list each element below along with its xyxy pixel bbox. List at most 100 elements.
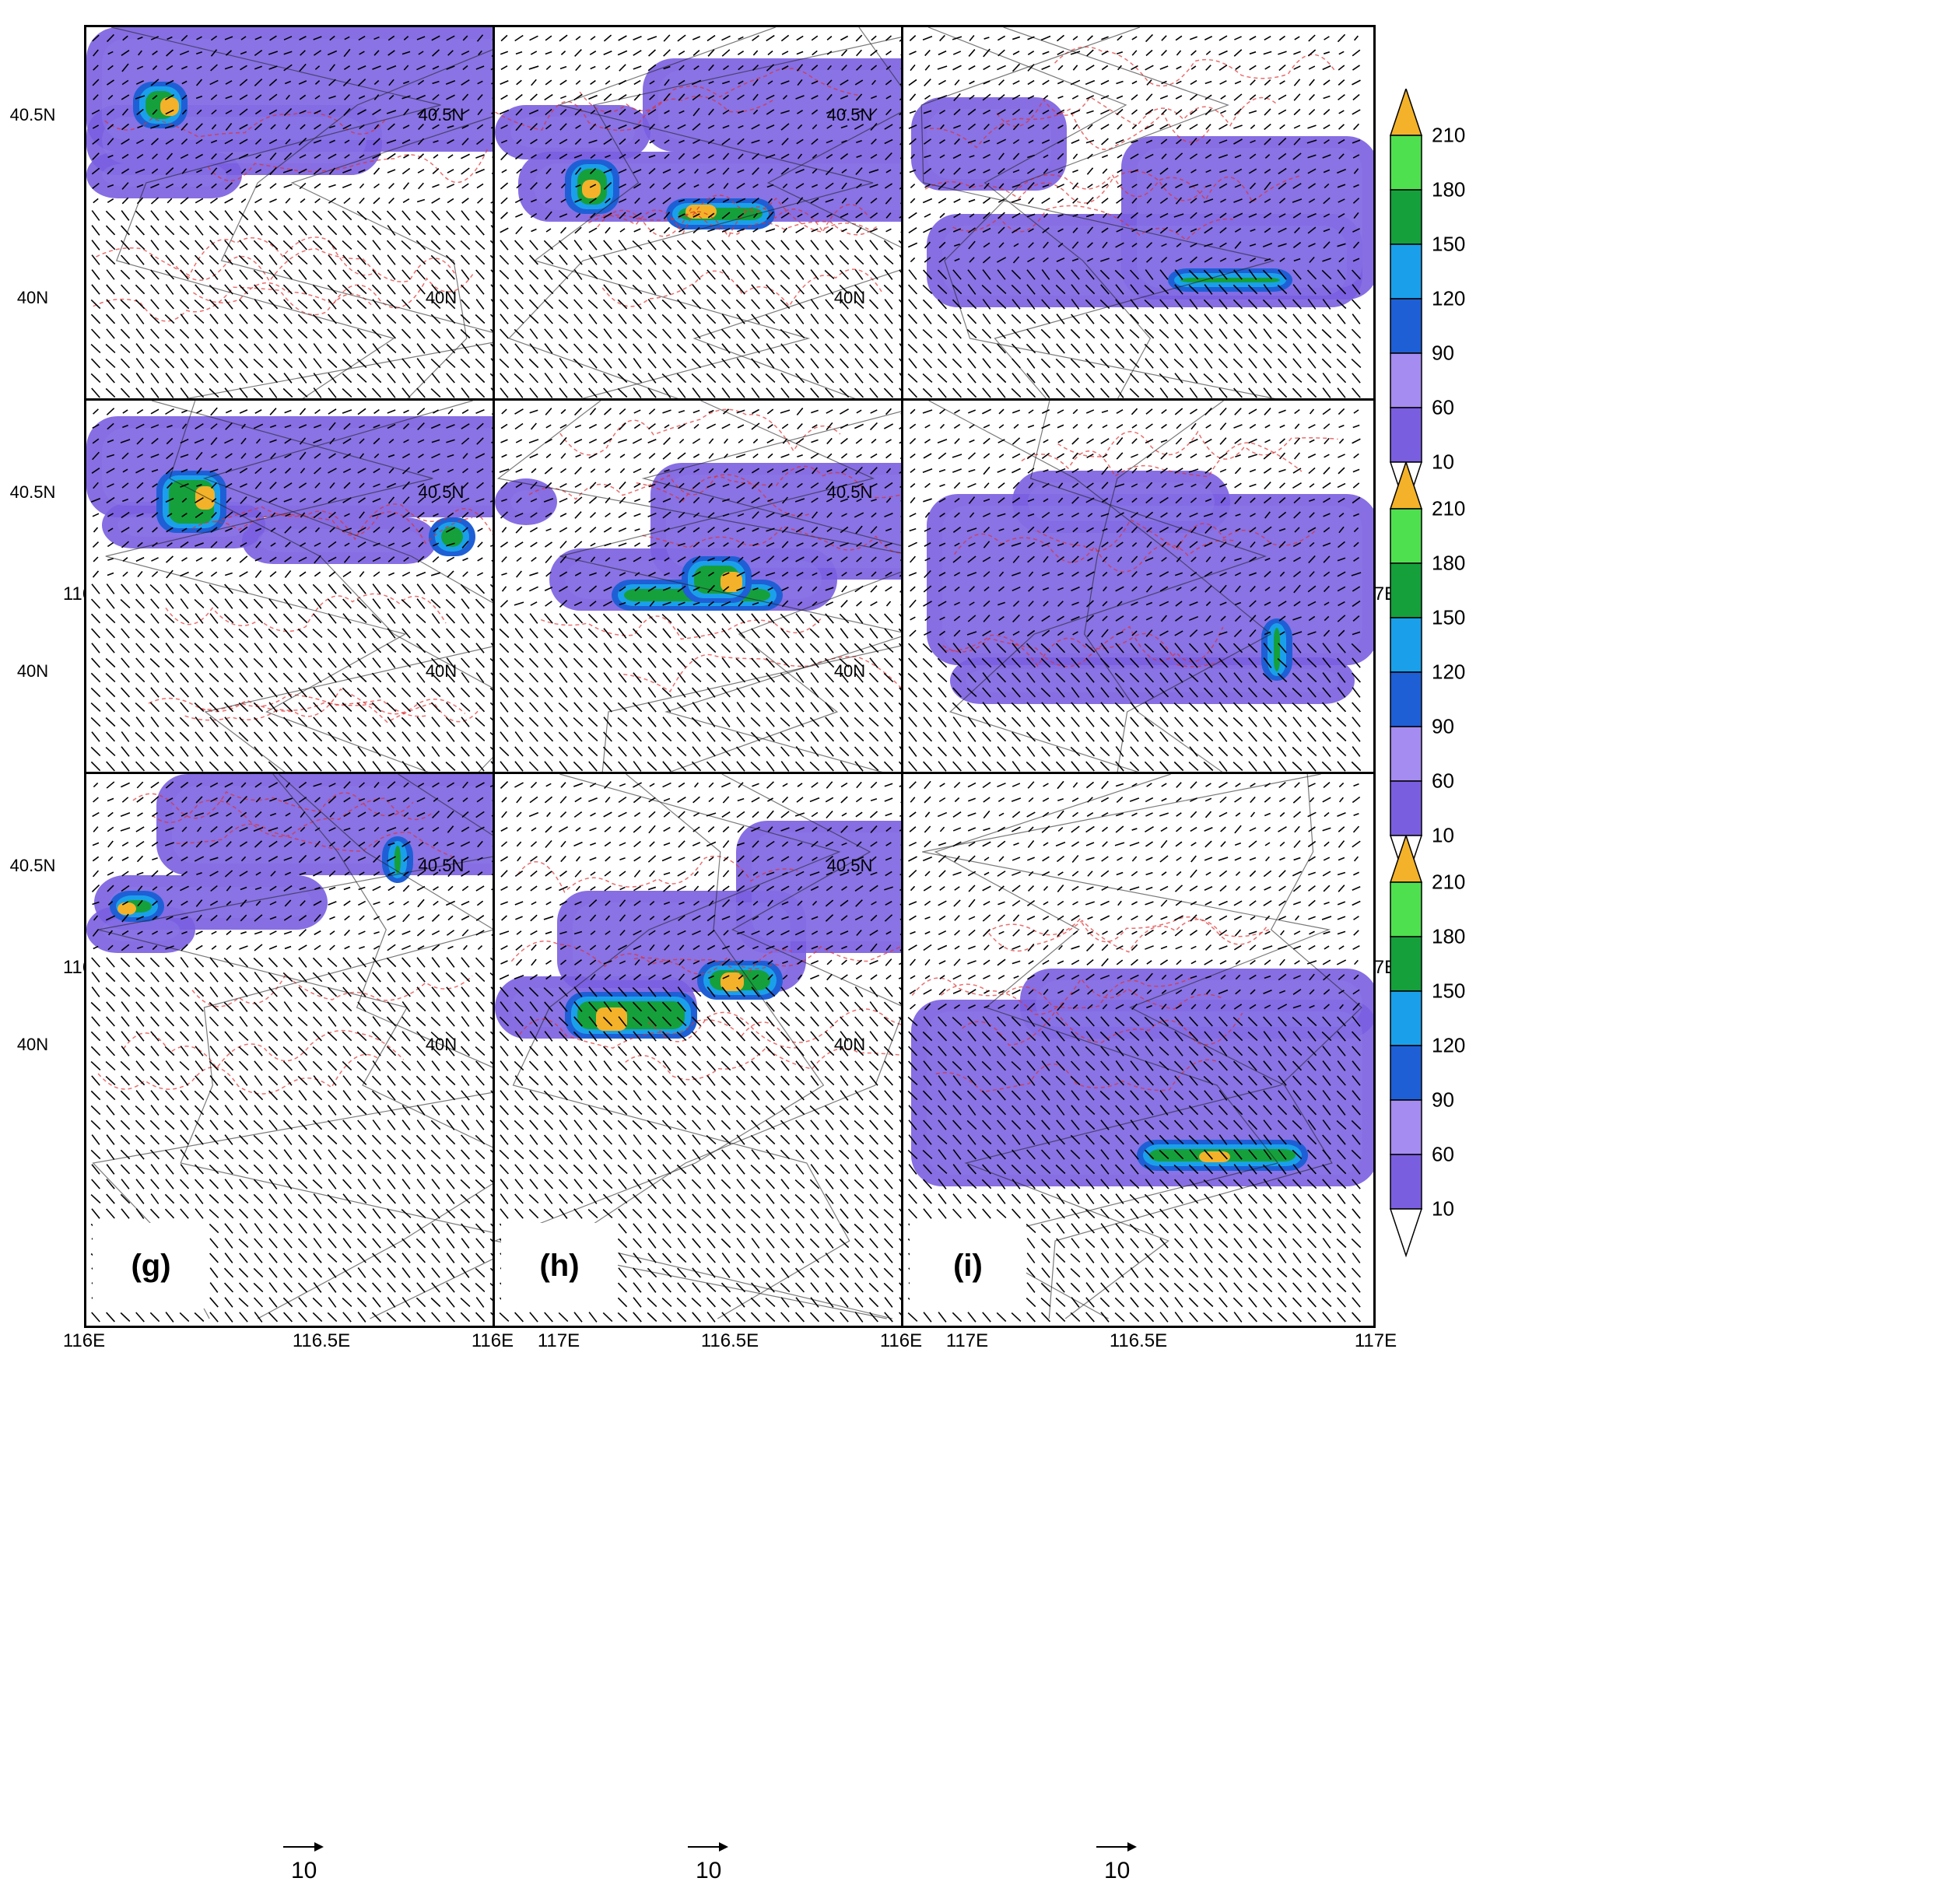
x-tick-label: 116.5E (700, 1330, 759, 1351)
dashed-contours (92, 774, 535, 1319)
dashed-contour-line (589, 194, 870, 236)
dashed-contour-line (597, 207, 878, 237)
x-tick-label: 117E (537, 1330, 580, 1351)
precipitation-shading (86, 774, 556, 953)
vector-reference-label: 10 (291, 1858, 317, 1883)
dashed-contour-line (193, 272, 475, 309)
y-tick-label: 40.5N (826, 856, 873, 875)
precipitation-shading (495, 58, 965, 229)
shade-region (160, 97, 179, 116)
y-tick-label: 40N (425, 288, 458, 307)
y-tick-label: 40N (16, 1035, 49, 1054)
colorbar-segment (1390, 407, 1422, 463)
dashed-contour-line (540, 615, 822, 640)
boundary-line (98, 774, 527, 1319)
vector-reference-label: 10 (1104, 1858, 1131, 1883)
map-frame: (i) (901, 772, 1376, 1328)
colorbar-segment (1390, 617, 1422, 673)
panel-label: (g) (93, 1223, 209, 1309)
dashed-contour-line (148, 693, 430, 717)
map-panel-g: (g)40.5N40N116E116.5E117E106090120150180… (10, 764, 661, 1371)
colorbar-segment (1390, 244, 1422, 300)
map-plot (86, 401, 556, 949)
y-tick-label: 40N (833, 661, 866, 681)
colorbar-tick-label: 90 (1432, 714, 1454, 738)
dashed-contour-line (175, 248, 457, 282)
y-tick-label: 40.5N (9, 856, 56, 875)
y-tick-label: 40N (833, 1035, 866, 1054)
dashed-contour-line (579, 68, 861, 113)
colorbar (1389, 462, 1423, 885)
precipitation-shading (927, 471, 1373, 704)
x-tick-label: 116E (471, 1330, 514, 1351)
shade-region (942, 506, 1362, 653)
dashed-contour-line (623, 653, 904, 692)
dashed-contour-line (207, 147, 489, 184)
y-tick-label: 40N (425, 661, 458, 681)
vector-reference: 10 (1093, 1838, 1140, 1892)
dashed-contour-line (165, 593, 447, 632)
colorbar-segment (1390, 726, 1422, 782)
shade-region (658, 70, 954, 140)
dashed-contour-line (96, 236, 377, 276)
colorbar-tick-label: 60 (1432, 395, 1454, 419)
shade-region (258, 529, 421, 552)
shade-region (1180, 278, 1280, 282)
x-tick-label: 116.5E (1109, 1330, 1168, 1351)
colorbar-tick-label: 120 (1432, 660, 1466, 684)
colorbar-tick-label: 150 (1432, 232, 1466, 256)
dashed-contour-line (587, 206, 869, 239)
dashed-contour-line (200, 688, 482, 724)
colorbar-tick-label: 210 (1432, 123, 1466, 147)
colorbar-segment (1390, 936, 1422, 992)
colorbar-tick-label: 180 (1432, 551, 1466, 575)
colorbar-tick-label: 90 (1432, 1088, 1454, 1112)
dashed-contour-line (191, 511, 473, 545)
map-panel-i: (i) 40.5N 40N 116E 116.5E 117E 10 60 90 120 150 180… (827, 764, 1478, 1371)
y-tick-label: 40N (16, 288, 49, 307)
y-tick-label: 40.5N (418, 482, 465, 502)
y-tick-label: 40.5N (418, 105, 465, 124)
colorbar-segment (1390, 298, 1422, 354)
precipitation-shading (911, 97, 1373, 307)
colorbar-segment (1390, 780, 1422, 836)
shade-region (394, 846, 401, 874)
shade-region (102, 39, 545, 140)
dashed-contour-line (647, 1008, 929, 1043)
y-tick-label: 40N (833, 288, 866, 307)
dashed-contour-line (519, 1011, 800, 1049)
colorbar-tick-label: 180 (1432, 177, 1466, 201)
dashed-contour-line (996, 96, 1278, 128)
dashed-contour-line (944, 632, 1225, 667)
map-plot (495, 774, 965, 1323)
colorbar-tick-label: 150 (1432, 605, 1466, 629)
reference-arrow-icon (283, 1842, 324, 1852)
dashed-contour-line (1036, 518, 1318, 552)
dashed-contour-line (601, 268, 883, 308)
boundary-line (512, 774, 850, 1319)
x-tick-label: 117E (1354, 1330, 1397, 1351)
dashed-contour-line (986, 916, 1268, 945)
colorbar-min-triangle (1389, 1208, 1423, 1258)
colorbar-tick-label: 10 (1432, 450, 1454, 474)
shade-region (1028, 482, 1215, 521)
map-plot (495, 401, 965, 949)
dashed-contour-line (191, 973, 473, 1007)
colorbar-tick-label: 150 (1432, 979, 1466, 1003)
y-tick-label: 40.5N (9, 105, 56, 124)
shade-region (510, 490, 542, 513)
dashed-contour-line (176, 823, 458, 859)
colorbar-max-triangle (1389, 462, 1423, 510)
reference-arrow-icon (1096, 1842, 1137, 1852)
shade-region (666, 475, 954, 568)
colorbar-tick-label: 210 (1432, 870, 1466, 894)
shade-region (721, 572, 742, 592)
shade-region (195, 486, 215, 510)
dashed-contour-line (642, 526, 924, 554)
dashed-contour-line (1021, 442, 1303, 478)
dashed-contour-line (962, 1009, 1243, 1046)
colorbar-tick-label: 10 (1432, 823, 1454, 847)
dashed-contour-line (942, 625, 1224, 667)
dashed-contour-line (517, 855, 798, 893)
dashed-contour-line (510, 941, 792, 979)
